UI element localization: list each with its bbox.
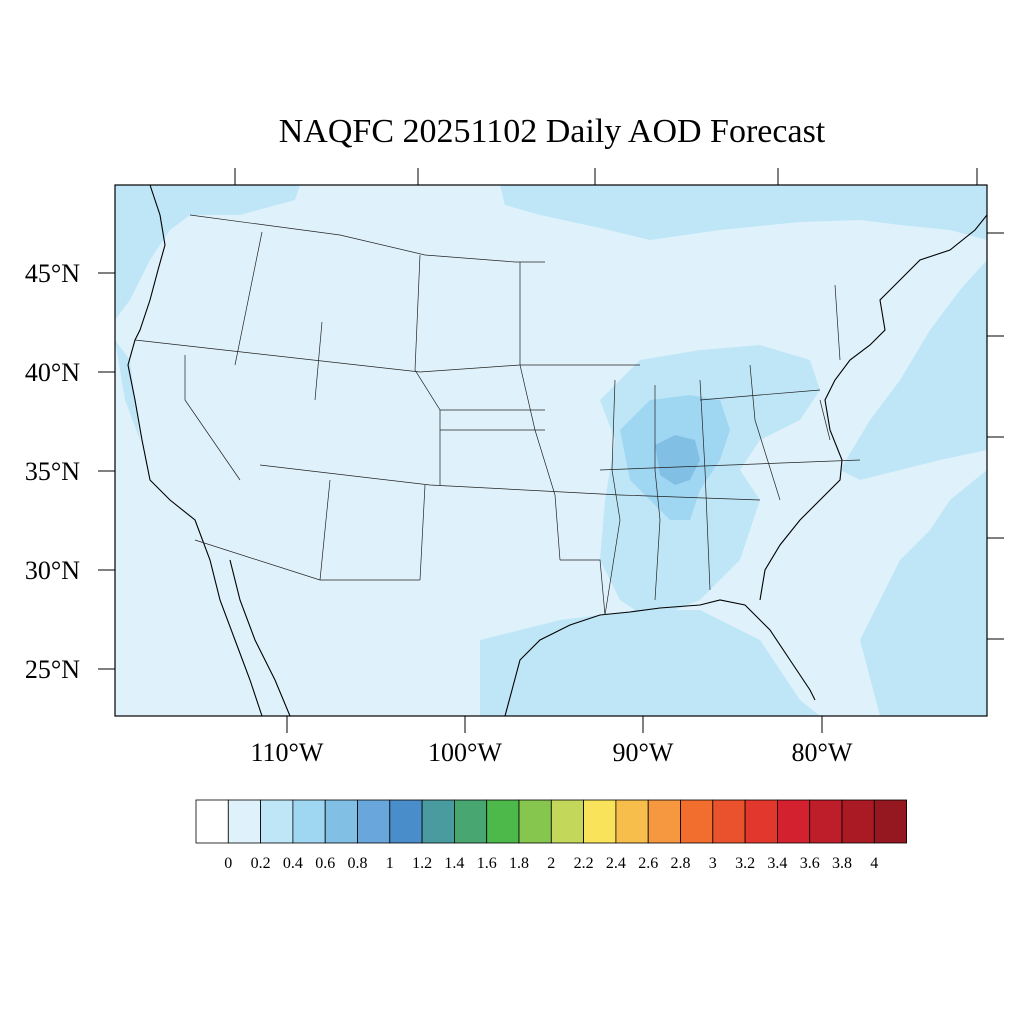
colorbar-tick-label: 0.8 — [348, 855, 368, 872]
aod-field-0-2-0-4 — [115, 185, 987, 716]
colorbar-tick-label: 3.2 — [735, 855, 755, 872]
colorbar-swatch — [227, 799, 262, 844]
colorbar-tick-label: 2.8 — [671, 855, 691, 872]
coastlines — [127, 185, 987, 716]
colorbar-tick-label: 0.6 — [315, 855, 335, 872]
colorbar-swatch — [615, 799, 649, 844]
colorbar-labels: 0 0.2 0.4 0.6 0.8 1 1.2 1.4 1.6 1.8 2 2.2 2.4 2.6 2.8 3… — [224, 855, 878, 872]
colorbar-tick-label: 0.4 — [283, 855, 303, 872]
colorbar-swatch — [421, 799, 455, 844]
colorbar-swatch — [324, 799, 358, 844]
colorbar-swatch — [873, 799, 907, 844]
lon-label-80w: 80°W — [792, 738, 853, 767]
map-frame — [114, 184, 988, 717]
colorbar-tick-label: 3 — [709, 855, 717, 872]
lon-label-100w: 100°W — [428, 738, 502, 767]
colorbar-swatch — [357, 799, 391, 844]
colorbar-swatch — [809, 799, 843, 844]
colorbar-tick-label: 2.6 — [638, 855, 658, 872]
colorbar-swatch — [550, 799, 584, 844]
colorbar-swatch — [486, 799, 520, 844]
lat-label-40: 40°N — [25, 358, 80, 387]
right-ticks — [987, 232, 1004, 640]
colorbar-tick-label: 1.8 — [509, 855, 529, 872]
colorbar-tick-label: 2 — [547, 855, 555, 872]
lon-label-110w: 110°W — [251, 738, 324, 767]
colorbar-tick-label: 3.8 — [832, 855, 852, 872]
lat-label-45: 45°N — [25, 259, 80, 288]
colorbar-tick-label: 2.4 — [606, 855, 626, 872]
colorbar-tick-label: 1 — [386, 855, 394, 872]
colorbar-swatch — [712, 799, 746, 844]
colorbar-tick-label: 1.4 — [444, 855, 464, 872]
state-borders — [134, 214, 861, 616]
top-ticks — [234, 168, 978, 185]
colorbar-swatch — [647, 799, 681, 844]
left-ticks — [98, 272, 115, 670]
colorbar-tick-label: 0 — [224, 855, 232, 872]
bottom-ticks — [286, 716, 823, 733]
colorbar-tick-label: 4 — [870, 855, 878, 872]
map-title: NAQFC 20251102 Daily AOD Forecast — [279, 113, 826, 150]
colorbar-tick-label: 2.2 — [574, 855, 594, 872]
colorbar-tick-label: 1.6 — [477, 855, 497, 872]
colorbar-swatch — [841, 799, 875, 844]
colorbar-swatch — [389, 799, 423, 844]
map-panel: 45°N 40°N 35°N 30°N 25°N 110°W 100°W 90°… — [25, 168, 1004, 767]
colorbar-swatch — [453, 799, 488, 844]
colorbar-swatch — [260, 799, 294, 844]
aod-field-0-6-0-8 — [655, 435, 700, 485]
lat-label-30: 30°N — [25, 556, 80, 585]
colorbar — [195, 799, 907, 844]
lat-label-25: 25°N — [25, 655, 80, 684]
lon-label-90w: 90°W — [613, 738, 674, 767]
colorbar-swatch — [583, 799, 617, 844]
colorbar-swatch — [518, 799, 552, 844]
colorbar-tick-label: 0.2 — [251, 855, 271, 872]
lat-label-35: 35°N — [25, 457, 80, 486]
colorbar-swatch — [777, 799, 811, 844]
colorbar-swatch — [744, 799, 778, 844]
colorbar-swatch — [292, 799, 326, 844]
colorbar-tick-label: 1.2 — [412, 855, 432, 872]
colorbar-tick-label: 3.6 — [800, 855, 820, 872]
colorbar-tick-label: 3.4 — [767, 855, 787, 872]
colorbar-swatch — [680, 799, 714, 844]
colorbar-swatch — [195, 799, 229, 844]
